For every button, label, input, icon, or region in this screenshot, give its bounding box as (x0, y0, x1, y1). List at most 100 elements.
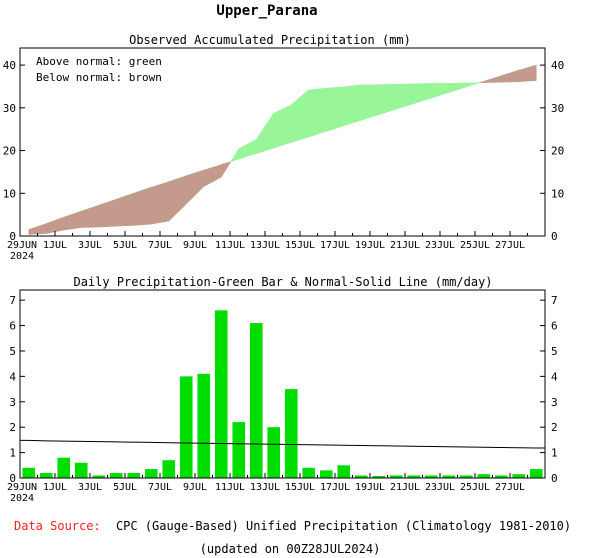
daily-precip-bar (424, 475, 438, 478)
accum-ytick-label-right: 40 (551, 59, 564, 72)
accum-below-segment (168, 175, 187, 222)
daily-xtick-label: 27JUL (495, 482, 525, 493)
daily-chart-title: Daily Precipitation-Green Bar & Normal-S… (73, 275, 492, 289)
accum-xtick-label: 9JUL (183, 240, 207, 251)
accum-above-segment (308, 87, 327, 138)
daily-ytick-label-left: 1 (9, 447, 16, 460)
accum-legend-above: Above normal: green (36, 55, 162, 68)
daily-precip-bar (22, 467, 36, 478)
accum-below-segment (479, 80, 485, 84)
accum-below-segment (185, 169, 205, 205)
accum-below-segment (518, 64, 537, 83)
daily-precip-bar (302, 467, 316, 478)
accum-above-segment (230, 147, 240, 163)
accum-ytick-label-right: 10 (551, 187, 564, 200)
accum-above-segment (255, 112, 275, 154)
daily-precip-bar (57, 457, 71, 478)
daily-xtick-label: 17JUL (320, 482, 350, 493)
accum-fill-group (28, 64, 537, 235)
accum-below-segment (150, 181, 170, 225)
accum-below-segment (483, 75, 502, 83)
daily-x-axis: 29JUN 1JUL 3JUL 5JUL 7JUL 9JUL 11JUL 13JUL 15JUL… (7, 473, 546, 504)
daily-chart: Daily Precipitation-Green Bar & Normal-S… (7, 275, 558, 504)
accum-below-segment (500, 69, 520, 83)
daily-precip-bar (214, 310, 228, 478)
daily-xtick-label: 23JUL (425, 482, 455, 493)
accum-above-segment (273, 104, 292, 149)
daily-precip-bar (372, 475, 386, 478)
accum-y-axis: 0 0 10 10 20 20 30 30 40 40 (3, 59, 565, 243)
accum-below-segment (220, 161, 232, 179)
accum-above-segment (448, 82, 467, 93)
accum-below-segment (63, 210, 82, 231)
accum-below-segment (115, 192, 135, 227)
accum-above-segment (238, 138, 257, 160)
accum-above-segment (343, 84, 362, 127)
accum-xtick-label: 13JUL (250, 240, 280, 251)
daily-xtick-label: 15JUL (285, 482, 315, 493)
daily-xtick-label: 5JUL (113, 482, 137, 493)
daily-xtick-label: 1JUL (43, 482, 67, 493)
daily-precip-bar (529, 469, 543, 478)
daily-ytick-label-left: 7 (9, 294, 16, 307)
accum-above-segment (360, 84, 380, 121)
daily-precip-bar (249, 323, 263, 478)
daily-xtick-label: 9JUL (183, 482, 207, 493)
daily-x-year-label: 2024 (10, 493, 34, 504)
daily-ytick-label-right: 7 (551, 294, 558, 307)
page-title: Upper_Parana (216, 3, 317, 19)
accum-xtick-label: 27JUL (495, 240, 525, 251)
daily-ytick-label-left: 2 (9, 421, 16, 434)
updated-text: (updated on 00Z28JUL2024) (200, 542, 381, 556)
accum-ytick-label-left: 20 (3, 145, 16, 158)
daily-ytick-label-right: 5 (551, 345, 558, 358)
daily-ytick-label-right: 0 (551, 472, 558, 485)
accum-above-segment (430, 83, 450, 99)
daily-precip-bar (179, 376, 193, 478)
accum-ytick-label-right: 20 (551, 145, 564, 158)
data-source-text: CPC (Gauge-Based) Unified Precipitation … (116, 519, 571, 533)
daily-precip-bar (144, 469, 158, 478)
accum-ytick-label-left: 30 (3, 102, 16, 115)
daily-xtick-label: 13JUL (250, 482, 280, 493)
daily-ytick-label-right: 2 (551, 421, 558, 434)
daily-y-axis: 0 0 1 1 2 2 3 3 4 4 5 5 6 6 7 7 (9, 294, 558, 485)
daily-xtick-label: 3JUL (78, 482, 102, 493)
accum-xtick-label: 7JUL (148, 240, 172, 251)
accum-xtick-label: 25JUL (460, 240, 490, 251)
daily-precip-bar (477, 474, 491, 478)
daily-precip-bar (284, 389, 298, 478)
daily-precip-bar (389, 475, 403, 478)
daily-xtick-label: 7JUL (148, 482, 172, 493)
accum-above-segment (413, 83, 432, 104)
accum-above-segment (465, 82, 480, 88)
daily-ytick-label-left: 5 (9, 345, 16, 358)
accum-ytick-label-left: 0 (9, 230, 16, 243)
daily-precip-bar (92, 475, 106, 478)
accum-xtick-label: 3JUL (78, 240, 102, 251)
daily-xtick-label: 19JUL (355, 482, 385, 493)
accum-chart-title: Observed Accumulated Precipitation (mm) (129, 33, 411, 47)
daily-precip-bar (39, 472, 53, 478)
accum-above-segment (290, 89, 310, 143)
accum-legend-below: Below normal: brown (36, 71, 162, 84)
daily-precip-bar (127, 472, 141, 478)
data-source-label: Data Source: (14, 519, 101, 533)
footer-source-line: Data Source: CPC (Gauge-Based) Unified P… (14, 519, 571, 533)
accum-x-year-label: 2024 (10, 251, 34, 262)
accum-xtick-label: 29JUN (7, 240, 37, 251)
accum-xtick-label: 15JUL (285, 240, 315, 251)
daily-xtick-label: 11JUL (215, 482, 245, 493)
daily-precip-bar (109, 472, 123, 478)
daily-ytick-label-left: 6 (9, 320, 16, 333)
daily-precip-bar (267, 427, 281, 478)
accum-below-segment (98, 198, 117, 228)
accum-xtick-label: 11JUL (215, 240, 245, 251)
accum-xtick-label: 21JUL (390, 240, 420, 251)
daily-precip-bar (494, 475, 508, 478)
daily-precip-bar (162, 460, 176, 478)
accum-xtick-label: 23JUL (425, 240, 455, 251)
accum-ytick-label-right: 30 (551, 102, 564, 115)
daily-ytick-label-right: 4 (551, 370, 558, 383)
accum-x-axis: 29JUN 1JUL 3JUL 5JUL 7JUL 9JUL 11JUL 13JUL 15JUL… (7, 231, 546, 262)
